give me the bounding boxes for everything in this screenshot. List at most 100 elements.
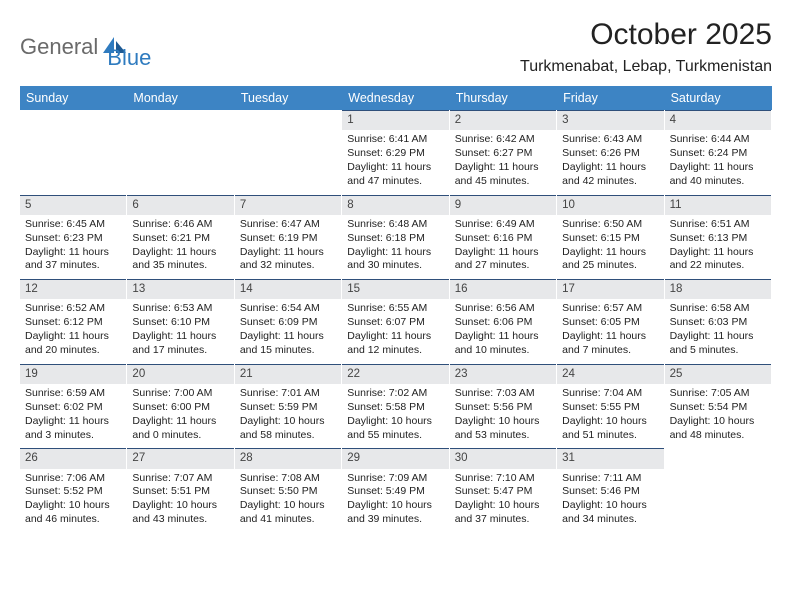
day-number: 8	[342, 195, 448, 215]
sunset-line: Sunset: 6:13 PM	[670, 232, 766, 246]
day-number: 28	[235, 448, 341, 468]
sunrise-line: Sunrise: 6:43 AM	[562, 133, 658, 147]
sunrise-line: Sunrise: 7:05 AM	[670, 387, 766, 401]
sunset-line: Sunset: 6:15 PM	[562, 232, 658, 246]
daylight-line: Daylight: 11 hours and 35 minutes.	[132, 246, 228, 274]
day-info: Sunrise: 6:58 AMSunset: 6:03 PMDaylight:…	[665, 299, 771, 363]
sunset-line: Sunset: 5:50 PM	[240, 485, 336, 499]
day-info: Sunrise: 7:06 AMSunset: 5:52 PMDaylight:…	[20, 469, 126, 533]
sunset-line: Sunset: 6:24 PM	[670, 147, 766, 161]
sunset-line: Sunset: 6:07 PM	[347, 316, 443, 330]
sunset-line: Sunset: 6:00 PM	[132, 401, 228, 415]
sunrise-line: Sunrise: 6:46 AM	[132, 218, 228, 232]
sunset-line: Sunset: 5:52 PM	[25, 485, 121, 499]
day-info: Sunrise: 6:46 AMSunset: 6:21 PMDaylight:…	[127, 215, 233, 279]
sunset-line: Sunset: 5:55 PM	[562, 401, 658, 415]
sunrise-line: Sunrise: 7:09 AM	[347, 472, 443, 486]
sunrise-line: Sunrise: 7:00 AM	[132, 387, 228, 401]
sunset-line: Sunset: 6:10 PM	[132, 316, 228, 330]
daylight-line: Daylight: 10 hours and 34 minutes.	[562, 499, 658, 527]
day-number: 1	[342, 110, 448, 130]
sunrise-line: Sunrise: 6:50 AM	[562, 218, 658, 232]
day-info: Sunrise: 7:11 AMSunset: 5:46 PMDaylight:…	[557, 469, 663, 533]
day-number: 25	[665, 364, 771, 384]
sunrise-line: Sunrise: 7:07 AM	[132, 472, 228, 486]
sunrise-line: Sunrise: 6:56 AM	[455, 302, 551, 316]
day-info: Sunrise: 6:42 AMSunset: 6:27 PMDaylight:…	[450, 130, 556, 194]
day-info: Sunrise: 6:49 AMSunset: 6:16 PMDaylight:…	[450, 215, 556, 279]
sunset-line: Sunset: 6:21 PM	[132, 232, 228, 246]
daylight-line: Daylight: 10 hours and 53 minutes.	[455, 415, 551, 443]
sunset-line: Sunset: 6:26 PM	[562, 147, 658, 161]
day-info: Sunrise: 7:05 AMSunset: 5:54 PMDaylight:…	[665, 384, 771, 448]
sunrise-line: Sunrise: 7:04 AM	[562, 387, 658, 401]
day-number: 18	[665, 279, 771, 299]
calendar-cell: 6Sunrise: 6:46 AMSunset: 6:21 PMDaylight…	[127, 195, 234, 280]
day-info: Sunrise: 6:56 AMSunset: 6:06 PMDaylight:…	[450, 299, 556, 363]
calendar-cell: 23Sunrise: 7:03 AMSunset: 5:56 PMDayligh…	[450, 364, 557, 449]
day-number: 14	[235, 279, 341, 299]
sunset-line: Sunset: 6:23 PM	[25, 232, 121, 246]
calendar-cell: 5Sunrise: 6:45 AMSunset: 6:23 PMDaylight…	[20, 195, 127, 280]
day-number: 9	[450, 195, 556, 215]
day-info: Sunrise: 7:09 AMSunset: 5:49 PMDaylight:…	[342, 469, 448, 533]
daylight-line: Daylight: 11 hours and 15 minutes.	[240, 330, 336, 358]
day-info: Sunrise: 7:02 AMSunset: 5:58 PMDaylight:…	[342, 384, 448, 448]
day-info: Sunrise: 6:54 AMSunset: 6:09 PMDaylight:…	[235, 299, 341, 363]
daylight-line: Daylight: 11 hours and 30 minutes.	[347, 246, 443, 274]
calendar-cell: 3Sunrise: 6:43 AMSunset: 6:26 PMDaylight…	[557, 110, 664, 195]
calendar-cell: 17Sunrise: 6:57 AMSunset: 6:05 PMDayligh…	[557, 279, 664, 364]
sunset-line: Sunset: 5:47 PM	[455, 485, 551, 499]
calendar-cell: 11Sunrise: 6:51 AMSunset: 6:13 PMDayligh…	[665, 195, 772, 280]
day-number: 24	[557, 364, 663, 384]
day-number: 17	[557, 279, 663, 299]
calendar-cell: 26Sunrise: 7:06 AMSunset: 5:52 PMDayligh…	[20, 448, 127, 533]
daylight-line: Daylight: 11 hours and 42 minutes.	[562, 161, 658, 189]
sunset-line: Sunset: 6:19 PM	[240, 232, 336, 246]
weekday-header: Thursday	[450, 86, 557, 110]
day-info: Sunrise: 6:45 AMSunset: 6:23 PMDaylight:…	[20, 215, 126, 279]
day-number: 20	[127, 364, 233, 384]
day-number: 21	[235, 364, 341, 384]
sunrise-line: Sunrise: 6:45 AM	[25, 218, 121, 232]
calendar-cell: 31Sunrise: 7:11 AMSunset: 5:46 PMDayligh…	[557, 448, 664, 533]
day-number: 12	[20, 279, 126, 299]
day-number: 15	[342, 279, 448, 299]
weekday-header: Sunday	[20, 86, 127, 110]
daylight-line: Daylight: 11 hours and 20 minutes.	[25, 330, 121, 358]
weekday-header: Saturday	[665, 86, 772, 110]
calendar-cell: 29Sunrise: 7:09 AMSunset: 5:49 PMDayligh…	[342, 448, 449, 533]
sunrise-line: Sunrise: 6:58 AM	[670, 302, 766, 316]
location-label: Turkmenabat, Lebap, Turkmenistan	[520, 58, 772, 76]
sunrise-line: Sunrise: 7:03 AM	[455, 387, 551, 401]
daylight-line: Daylight: 10 hours and 41 minutes.	[240, 499, 336, 527]
day-number: 11	[665, 195, 771, 215]
daylight-line: Daylight: 11 hours and 32 minutes.	[240, 246, 336, 274]
sunset-line: Sunset: 6:05 PM	[562, 316, 658, 330]
sunset-line: Sunset: 6:16 PM	[455, 232, 551, 246]
day-info: Sunrise: 6:51 AMSunset: 6:13 PMDaylight:…	[665, 215, 771, 279]
sunset-line: Sunset: 6:18 PM	[347, 232, 443, 246]
daylight-line: Daylight: 10 hours and 39 minutes.	[347, 499, 443, 527]
calendar-cell: 7Sunrise: 6:47 AMSunset: 6:19 PMDaylight…	[235, 195, 342, 280]
daylight-line: Daylight: 10 hours and 55 minutes.	[347, 415, 443, 443]
calendar-cell	[20, 110, 127, 195]
day-number: 30	[450, 448, 556, 468]
day-info: Sunrise: 6:47 AMSunset: 6:19 PMDaylight:…	[235, 215, 341, 279]
day-number: 10	[557, 195, 663, 215]
daylight-line: Daylight: 10 hours and 51 minutes.	[562, 415, 658, 443]
day-info: Sunrise: 6:44 AMSunset: 6:24 PMDaylight:…	[665, 130, 771, 194]
daylight-line: Daylight: 11 hours and 27 minutes.	[455, 246, 551, 274]
sunset-line: Sunset: 5:59 PM	[240, 401, 336, 415]
calendar-cell: 28Sunrise: 7:08 AMSunset: 5:50 PMDayligh…	[235, 448, 342, 533]
daylight-line: Daylight: 11 hours and 47 minutes.	[347, 161, 443, 189]
day-number: 13	[127, 279, 233, 299]
day-number: 26	[20, 448, 126, 468]
sunrise-line: Sunrise: 6:59 AM	[25, 387, 121, 401]
day-info: Sunrise: 6:59 AMSunset: 6:02 PMDaylight:…	[20, 384, 126, 448]
day-info: Sunrise: 7:04 AMSunset: 5:55 PMDaylight:…	[557, 384, 663, 448]
calendar-cell: 15Sunrise: 6:55 AMSunset: 6:07 PMDayligh…	[342, 279, 449, 364]
day-number: 2	[450, 110, 556, 130]
sunrise-line: Sunrise: 6:53 AM	[132, 302, 228, 316]
day-number: 29	[342, 448, 448, 468]
